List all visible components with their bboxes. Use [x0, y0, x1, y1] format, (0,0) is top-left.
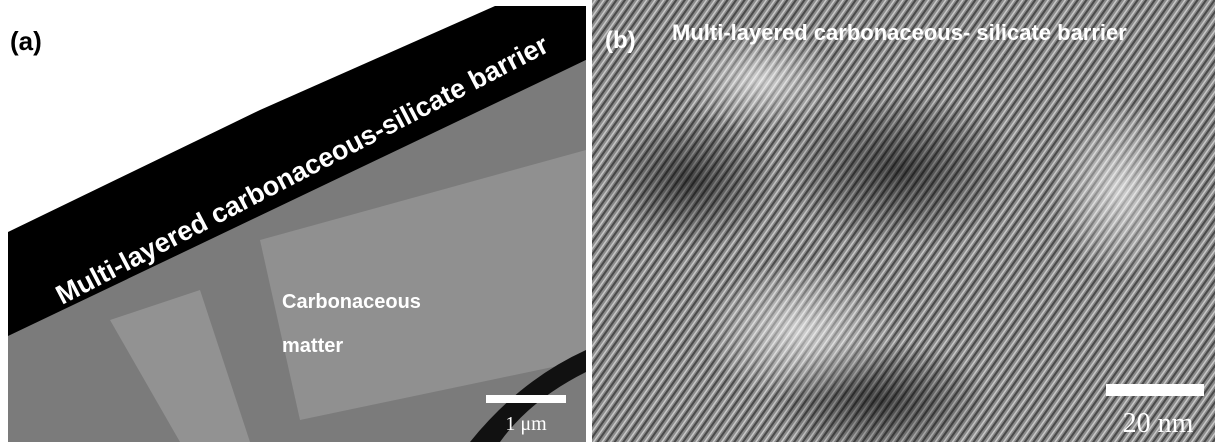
panel-b	[592, 0, 1215, 442]
light-region	[680, 30, 840, 130]
light-region	[700, 260, 900, 400]
light-region	[1050, 100, 1190, 280]
figure: (a) Multi-layered carbonaceous-silicate …	[0, 0, 1215, 442]
scale-label: 20 nm	[1123, 408, 1194, 439]
region-label: matter	[282, 335, 343, 357]
scale-label: 1 μm	[505, 413, 547, 435]
dark-region	[600, 110, 780, 250]
scale-bar	[1106, 384, 1204, 396]
panel-label: (b)	[605, 27, 636, 54]
scale-bar	[486, 395, 566, 403]
panel-label: (a)	[10, 26, 42, 56]
barrier-annotation: Multi-layered carbonaceous- silicate bar…	[672, 20, 1127, 45]
region-label: Carbonaceous	[282, 291, 421, 313]
